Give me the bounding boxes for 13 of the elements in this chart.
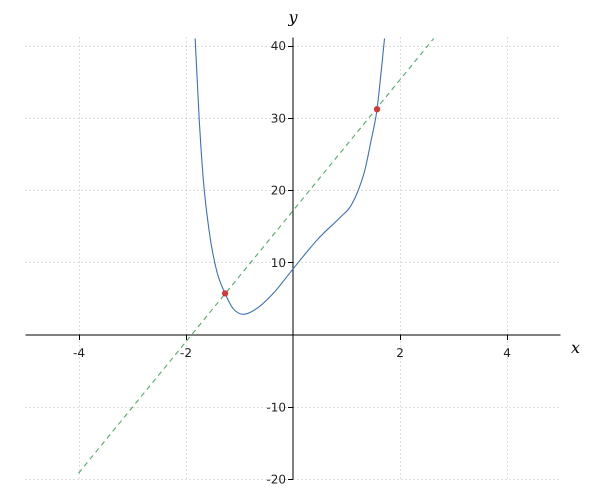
y-tick-label: -20 — [266, 472, 286, 486]
x-tick-label: -2 — [180, 346, 192, 360]
y-tick-label: -10 — [266, 400, 286, 414]
y-tick-label: 40 — [270, 39, 286, 54]
x-tick-label: 2 — [396, 346, 404, 360]
y-tick-label: 20 — [270, 184, 286, 198]
x-tick-label: -4 — [73, 346, 85, 360]
y-tick-label: 10 — [270, 256, 286, 270]
x-tick-label: 4 — [503, 346, 511, 360]
y-axis-title: y — [287, 8, 298, 26]
x-axis-title: x — [570, 338, 580, 358]
y-tick-label: 30 — [270, 111, 286, 126]
line-series — [194, 38, 386, 315]
